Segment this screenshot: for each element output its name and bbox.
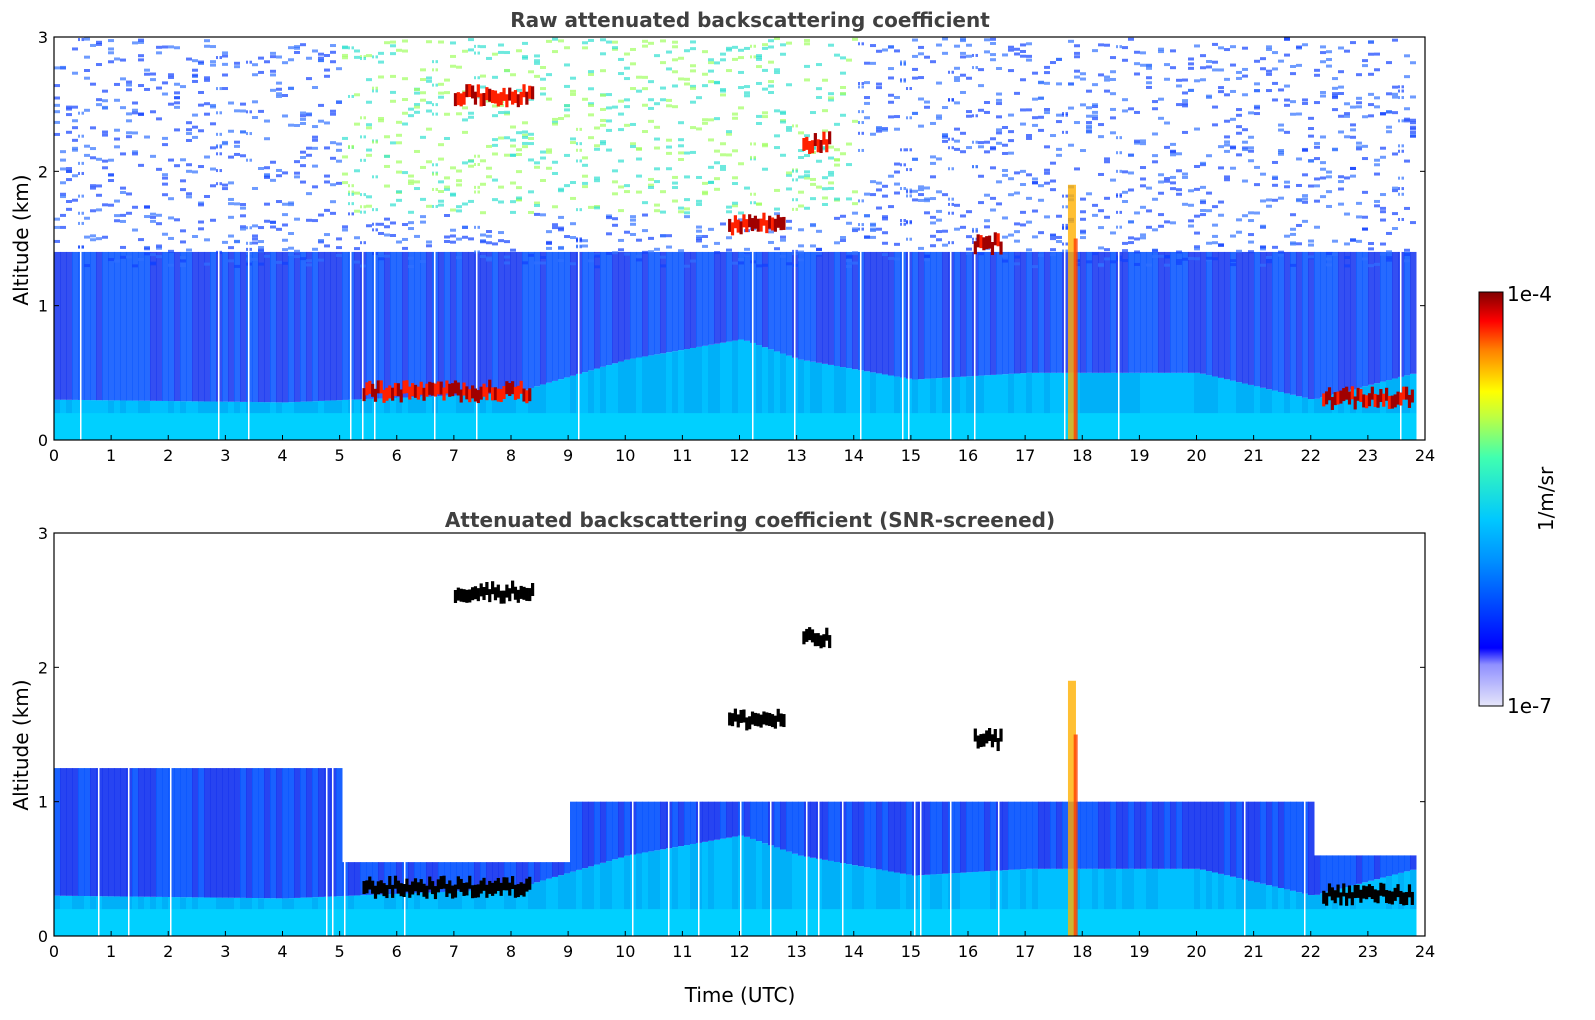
x-tick-label: 3	[220, 942, 230, 961]
x-tick-label: 13	[786, 942, 806, 961]
x-tick-label: 1	[106, 446, 116, 465]
x-tick-label: 24	[1415, 942, 1435, 961]
x-tick-label: 23	[1358, 446, 1378, 465]
x-tick-label: 4	[277, 446, 287, 465]
x-tick-label: 10	[615, 942, 635, 961]
x-tick-label: 24	[1415, 446, 1435, 465]
x-tick-label: 2	[163, 942, 173, 961]
x-tick-label: 23	[1358, 942, 1378, 961]
x-tick-label: 18	[1072, 446, 1092, 465]
x-tick-label: 14	[844, 446, 864, 465]
x-tick-label: 0	[49, 446, 59, 465]
x-tick-label: 21	[1243, 942, 1263, 961]
raw-axes: 0 1 2 3 4 5 6 7 8 9 10 11 12 13 14 15 16 17 18 19 20 21 22 23 24…	[38, 28, 1435, 465]
x-tick-label: 12	[729, 446, 749, 465]
x-tick-label: 19	[1129, 942, 1149, 961]
screened-heatmap	[54, 533, 1417, 936]
x-tick-label: 20	[1186, 446, 1206, 465]
x-tick-label: 16	[958, 942, 978, 961]
x-tick-label: 19	[1129, 446, 1149, 465]
x-tick-label: 6	[392, 942, 402, 961]
x-tick-label: 5	[335, 446, 345, 465]
colorbar: 1e-4 1e-7 1/m/sr	[1478, 282, 1558, 718]
screened-panel-ylabel: Altitude (km)	[9, 679, 33, 810]
x-tick-label: 16	[958, 446, 978, 465]
x-tick-label: 12	[729, 942, 749, 961]
x-tick-label: 8	[506, 942, 516, 961]
x-tick-label: 13	[786, 446, 806, 465]
y-tick-label: 1	[38, 793, 48, 812]
x-tick-label: 5	[335, 942, 345, 961]
x-tick-label: 14	[844, 942, 864, 961]
x-tick-label: 11	[672, 942, 692, 961]
x-tick-label: 22	[1301, 942, 1321, 961]
screened-backscatter-panel: Attenuated backscattering coefficient (S…	[9, 508, 1435, 1007]
x-tick-label: 1	[106, 942, 116, 961]
y-tick-label: 3	[38, 28, 48, 47]
x-tick-label: 7	[449, 942, 459, 961]
x-tick-label: 11	[672, 446, 692, 465]
colorbar-gradient	[1478, 291, 1504, 707]
x-tick-label: 8	[506, 446, 516, 465]
colorbar-min-label: 1e-7	[1507, 694, 1552, 718]
x-tick-label: 20	[1186, 942, 1206, 961]
x-tick-label: 9	[563, 942, 573, 961]
x-tick-label: 3	[220, 446, 230, 465]
y-tick-label: 2	[38, 162, 48, 181]
y-tick-label: 3	[38, 524, 48, 543]
raw-panel-ylabel: Altitude (km)	[9, 174, 33, 305]
x-tick-label: 22	[1301, 446, 1321, 465]
y-tick-label: 0	[38, 431, 48, 450]
raw-backscatter-panel: Raw attenuated backscattering coefficien…	[9, 8, 1435, 465]
raw-heatmap	[54, 37, 1417, 440]
x-tick-label: 9	[563, 446, 573, 465]
x-tick-label: 17	[1015, 446, 1035, 465]
time-axis-label: Time (UTC)	[684, 983, 796, 1007]
screened-axes: 0 1 2 3 4 5 6 7 8 9 10 11 12 13 14 15 16 17 18 19 20 21 22 23 24…	[38, 524, 1435, 961]
x-tick-label: 2	[163, 446, 173, 465]
colorbar-max-label: 1e-4	[1507, 282, 1552, 306]
x-tick-label: 15	[901, 942, 921, 961]
x-tick-label: 6	[392, 446, 402, 465]
raw-panel-title: Raw attenuated backscattering coefficien…	[510, 8, 990, 32]
colorbar-unit-label: 1/m/sr	[1534, 466, 1558, 531]
y-tick-label: 0	[38, 927, 48, 946]
y-tick-label: 1	[38, 297, 48, 316]
x-tick-label: 10	[615, 446, 635, 465]
screened-panel-title: Attenuated backscattering coefficient (S…	[445, 508, 1055, 532]
x-tick-label: 0	[49, 942, 59, 961]
x-tick-label: 18	[1072, 942, 1092, 961]
x-tick-label: 17	[1015, 942, 1035, 961]
x-tick-label: 7	[449, 446, 459, 465]
y-tick-label: 2	[38, 658, 48, 677]
x-tick-label: 21	[1243, 446, 1263, 465]
x-tick-label: 15	[901, 446, 921, 465]
x-tick-label: 4	[277, 942, 287, 961]
